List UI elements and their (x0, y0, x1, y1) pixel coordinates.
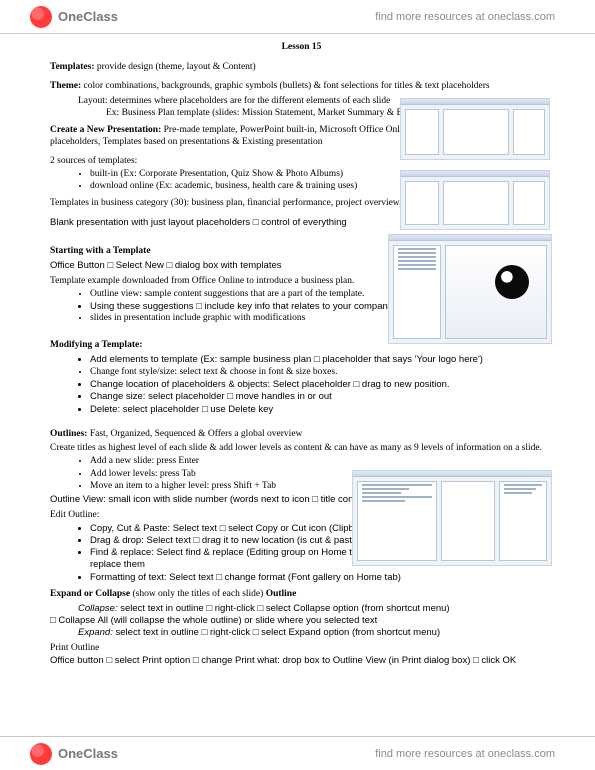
thumbnail-template-preview (388, 234, 552, 344)
page-header: OneClass find more resources at oneclass… (0, 0, 595, 34)
expand-heading-paren: (show only the titles of each slide) (132, 589, 263, 599)
create-heading: Create a New Presentation: (50, 125, 161, 135)
brand-logo-mark-footer (30, 743, 52, 765)
modify-b5: Delete: select placeholder □ use Delete … (90, 404, 553, 416)
expand-line: Expand: select text in outline □ right-c… (50, 627, 553, 639)
edit-b4: Formatting of text: Select text □ change… (90, 572, 553, 584)
expand-heading-b: Outline (266, 589, 297, 599)
expand-label: Expand: (78, 627, 113, 638)
expand-collapse-heading-line: Expand or Collapse (show only the titles… (50, 589, 553, 601)
print-line: Office button □ select Print option □ ch… (50, 655, 553, 667)
theme-desc: color combinations, backgrounds, graphic… (84, 81, 490, 91)
brand-name: OneClass (58, 9, 118, 24)
modify-b2: Change font style/size: select text & ch… (90, 367, 553, 379)
create-titles-line: Create titles as highest level of each s… (50, 443, 553, 455)
footer-tagline: find more resources at oneclass.com (375, 748, 555, 760)
modify-b3: Change location of placeholders & object… (90, 379, 553, 391)
expand-heading-a: Expand or Collapse (50, 589, 130, 599)
print-heading: Print Outline (50, 643, 553, 655)
collapse-label: Collapse: (78, 603, 118, 614)
modify-list: Add elements to template (Ex: sample bus… (50, 354, 553, 415)
brand-logo-mark (30, 6, 52, 28)
templates-line: Templates: provide design (theme, layout… (50, 62, 553, 74)
page-footer: OneClass find more resources at oneclass… (0, 736, 595, 770)
lesson-title: Lesson 15 (50, 42, 553, 54)
outlines-heading: Outlines: (50, 429, 87, 439)
thumbnail-office-dialog-1 (400, 98, 550, 160)
thumbnail-office-dialog-2 (400, 170, 550, 230)
theme-line: Theme: color combinations, backgrounds, … (50, 81, 553, 93)
thumbnail-outline-view (352, 470, 552, 566)
outlines-b1: Add a new slide: press Enter (90, 456, 553, 468)
header-tagline: find more resources at oneclass.com (375, 11, 555, 23)
brand-logo: OneClass (30, 6, 118, 28)
expand-text: select text in outline □ right-click □ s… (116, 627, 441, 638)
theme-label: Theme: (50, 81, 81, 91)
collapse-line: Collapse: select text in outline □ right… (50, 603, 553, 615)
collapse-all-line: □ Collapse All (will collapse the whole … (50, 615, 553, 627)
templates-desc: provide design (theme, layout & Content) (97, 62, 256, 72)
modify-b1: Add elements to template (Ex: sample bus… (90, 354, 553, 366)
outlines-desc: Fast, Organized, Sequenced & Offers a gl… (90, 429, 303, 439)
templates-heading: Templates: (50, 62, 95, 72)
brand-name-footer: OneClass (58, 746, 118, 761)
collapse-text: select text in outline □ right-click □ s… (120, 603, 449, 614)
outlines-line: Outlines: Fast, Organized, Sequenced & O… (50, 429, 553, 441)
brand-logo-footer: OneClass (30, 743, 118, 765)
modify-b4: Change size: select placeholder □ move h… (90, 391, 553, 403)
